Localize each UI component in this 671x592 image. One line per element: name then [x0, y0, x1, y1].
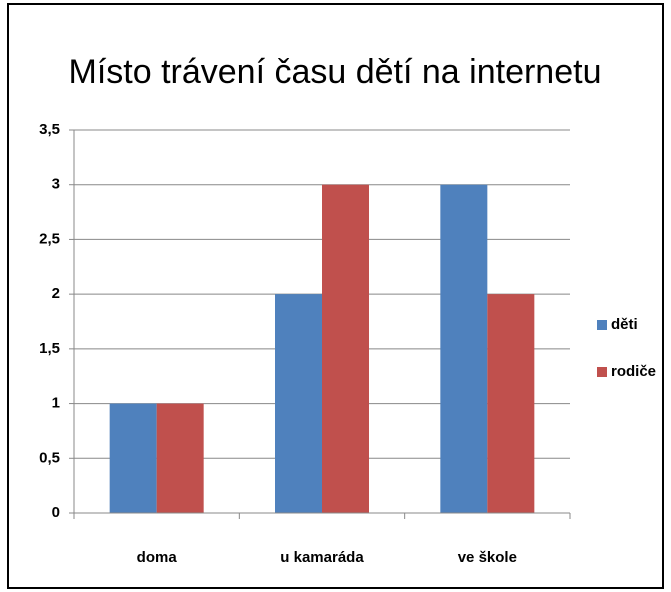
y-tick-label: 1	[52, 395, 60, 412]
legend-label: děti	[611, 316, 638, 333]
y-tick-label: 3	[52, 176, 60, 193]
bar	[440, 184, 488, 513]
bar	[275, 294, 322, 513]
y-tick-label: 1,5	[39, 340, 60, 357]
legend-label: rodiče	[611, 363, 656, 380]
chart-title: Místo trávení času dětí na internetu	[69, 53, 602, 91]
bar	[109, 403, 157, 513]
bar	[156, 403, 204, 513]
x-tick-label: u kamaráda	[280, 549, 364, 566]
y-tick-label: 2,5	[39, 230, 60, 247]
y-tick-label: 0,5	[39, 449, 60, 466]
x-tick-label: ve škole	[458, 549, 517, 566]
legend-swatch	[597, 367, 607, 377]
legend-swatch	[597, 320, 607, 330]
bar	[487, 294, 535, 513]
bar	[322, 184, 369, 513]
x-tick-label: doma	[137, 549, 178, 566]
y-tick-label: 3,5	[39, 121, 60, 138]
y-tick-label: 0	[52, 504, 60, 521]
y-tick-label: 2	[52, 285, 60, 302]
